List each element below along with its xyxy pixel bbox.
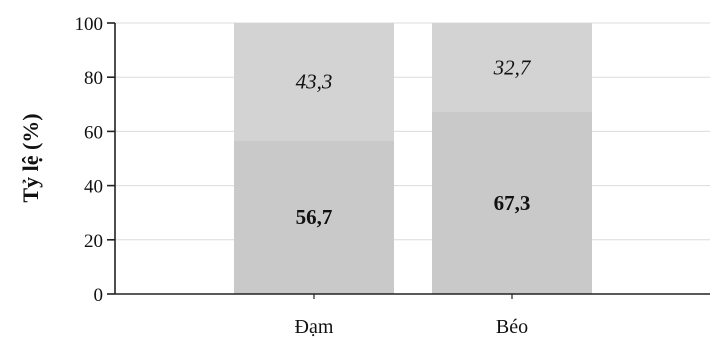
value-label-1-1: 56,7	[296, 205, 333, 229]
bar-1-segment-2	[234, 23, 394, 141]
category-labels: Đạm Béo	[295, 294, 528, 338]
y-tick-label-40: 40	[84, 177, 103, 198]
y-tick-label-20: 20	[84, 231, 103, 252]
bar-2-segment-2	[432, 23, 592, 112]
bars	[234, 23, 592, 294]
category-label-2: Béo	[496, 316, 528, 338]
category-label-1: Đạm	[295, 316, 334, 338]
grid-lines	[115, 22, 710, 241]
y-tick-label-80: 80	[84, 68, 103, 89]
y-ticks: 0 20 40 60 80 100	[75, 14, 115, 306]
value-label-2-1: 67,3	[494, 191, 531, 215]
value-label-2-2: 32,7	[493, 55, 532, 79]
value-labels: 56,7 43,3 67,3 32,7	[296, 55, 532, 229]
axes	[114, 23, 710, 295]
y-tick-label-0: 0	[94, 285, 104, 306]
value-label-1-2: 43,3	[296, 70, 333, 94]
bar-1-segment-1	[234, 140, 394, 294]
y-tick-label-100: 100	[75, 14, 104, 35]
y-tick-label-60: 60	[84, 122, 103, 143]
bar-2-segment-1	[432, 111, 592, 294]
y-axis-title: Tỷ lệ (%)	[18, 113, 43, 202]
